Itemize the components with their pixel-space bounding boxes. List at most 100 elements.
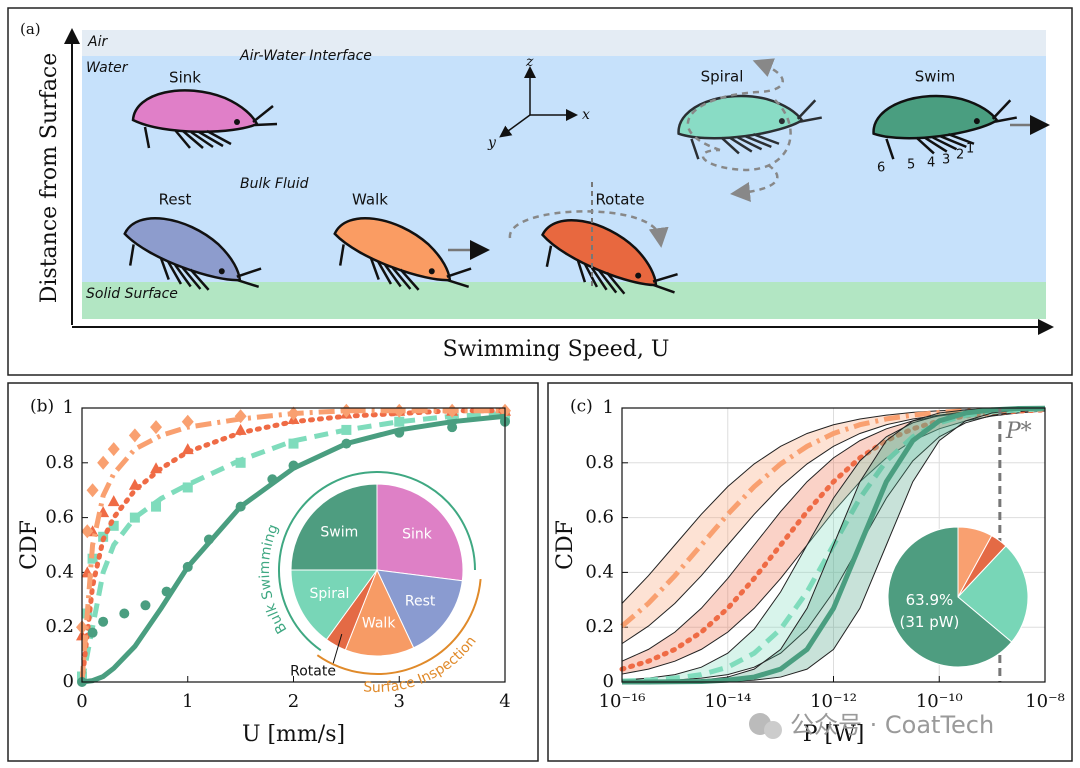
y-tick-label: 0.2 [45,616,74,637]
y-tick-label: 0.6 [45,507,74,528]
marker [108,520,119,531]
pie-slice [290,569,378,641]
behavior-label: Walk [352,191,388,209]
annotation: (31 pW) [899,613,959,631]
fit-line [79,410,506,683]
axis-name: x [582,107,590,123]
y-tick-label: 0.4 [585,561,614,582]
y-tick-label: 1 [63,397,74,418]
marker [288,438,299,449]
marker [393,403,406,418]
plot-frame [81,407,506,683]
pie-slice [344,568,415,657]
spiral-arc [686,58,784,152]
rotation-arc [508,210,669,248]
value-label: 63.9% [906,591,954,609]
marker [150,420,163,435]
y-axis-label: CDF [17,520,42,570]
x-tick-label: 10⁻¹⁴ [704,691,751,712]
marker [86,483,99,498]
marker [129,512,140,523]
leg-number: 4 [927,156,935,171]
marker [340,403,353,418]
marker [98,616,109,627]
panel-label: (a) [20,20,41,38]
x-axis-label: Swimming Speed, U [443,337,670,362]
y-axis-label: CDF [553,520,578,570]
marker [107,442,120,457]
leg-number: 6 [877,161,885,176]
marker [107,495,120,507]
x-tick-label: 1 [182,691,193,712]
annotation-arc [278,471,476,652]
behavior-label: Sink [169,69,201,87]
marker [394,416,405,427]
slice-label: Spiral [310,586,350,602]
solid-region [82,282,1046,319]
x-tick-label: 10⁻¹⁰ [916,691,963,712]
marker [87,553,98,564]
air-region [82,30,1046,56]
marker [181,414,194,429]
behavior-label: Rest [159,191,192,209]
watermark-icon [764,721,782,739]
slice-label: Rest [405,593,436,609]
fit-line [79,408,505,683]
marker [140,600,151,611]
y-tick-label: 0.8 [45,452,74,473]
y-tick-label: 0.2 [585,616,614,637]
pie-slice [376,569,463,649]
axis-name: y [487,135,497,151]
region-label: Solid Surface [86,286,178,302]
leg-number: 1 [966,142,974,157]
band-edge [621,410,1046,675]
behavior-label: Rotate [595,191,644,209]
pie-slice [376,483,464,582]
reference-label: P* [1005,419,1032,444]
marker [182,482,193,493]
marker [447,413,458,424]
x-axis-label: U [mm/s] [242,722,345,747]
x-tick-label: 10⁻¹⁶ [599,691,646,712]
y-tick-label: 0.8 [585,452,614,473]
fit-line [620,406,1046,628]
x-tick-label: 0 [76,691,87,712]
marker [119,608,130,619]
region-label: Water [86,60,129,76]
pie-slice [887,526,1013,668]
band-edge [621,409,1046,682]
slice-label: Swim [320,524,358,540]
y-tick-label: 1 [603,397,614,418]
marker [128,428,141,443]
axis-name: z [525,54,534,70]
leg-number: 5 [907,158,915,173]
band [622,408,1045,644]
spiral-arc [701,99,792,193]
x-tick-label: 2 [288,691,299,712]
behavior-label: Spiral [701,68,744,86]
axis-y [499,114,531,138]
panel-label: (b) [30,397,54,417]
watermark: 公众号 · CoatTech [790,711,994,739]
region-label: Bulk Fluid [240,176,309,192]
x-axis-label: P [W] [803,722,865,747]
slice-label: Walk [362,615,396,631]
leader-line [332,633,343,664]
marker [447,422,458,433]
annotation-arc [316,578,482,675]
leg-number: 2 [956,148,964,163]
x-tick-label: 10⁻⁸ [1025,691,1065,712]
y-tick-label: 0.6 [585,507,614,528]
marker [81,524,94,539]
plots: (b) CDF U [mm/s] 0 0.2 0.4 0.6 0.8 1 0 1 2 3 4 Sink Res… [17,397,1065,748]
slice-label: Sink [402,527,433,543]
x-tick-label: 4 [499,691,510,712]
marker [87,627,98,638]
behavior-label: Swim [915,68,956,86]
pie-slice [290,483,378,571]
slice-label: Rotate [290,664,336,680]
leg-number: 3 [942,153,950,168]
x-tick-label: 3 [394,691,405,712]
marker [97,455,110,470]
panel-label: (c) [570,397,593,417]
